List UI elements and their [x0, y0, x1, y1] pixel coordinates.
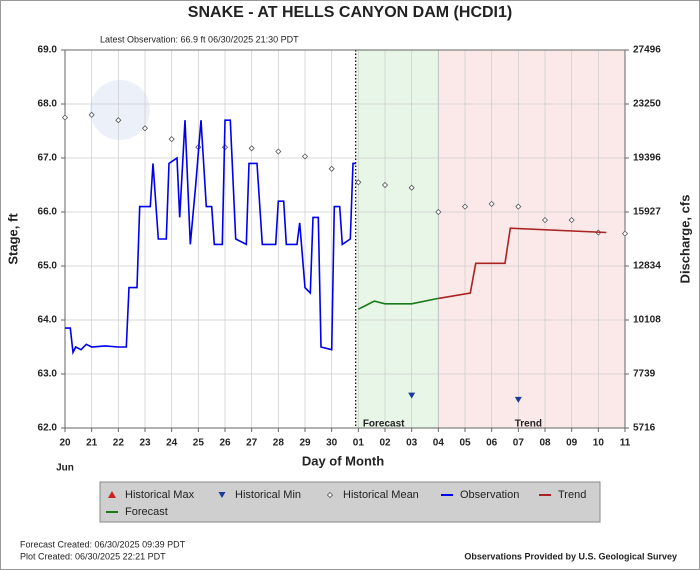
data-point — [381, 181, 389, 189]
series-line — [357, 297, 439, 310]
data-point — [408, 184, 415, 191]
legend-swatch — [326, 491, 334, 499]
legend-box — [99, 481, 601, 523]
y2-tick-label: 7739 — [633, 369, 656, 380]
y-axis-label: Stage, ft — [5, 213, 20, 265]
x-tick-label: 10 — [593, 438, 605, 449]
x-tick-label: 06 — [486, 438, 498, 449]
y2-tick-label: 5716 — [633, 423, 656, 434]
region-label: Forecast — [363, 419, 405, 430]
data-point — [514, 396, 522, 403]
x-tick-label: 03 — [406, 438, 418, 449]
data-point — [541, 217, 549, 224]
subtitle: Latest Observation: 66.9 ft 06/30/2025 2… — [100, 34, 299, 44]
data-point — [355, 179, 362, 186]
data-point — [435, 208, 442, 216]
y-tick-label: 66.0 — [38, 207, 58, 218]
x-tick-label: 04 — [433, 438, 445, 449]
data-point — [515, 203, 522, 210]
data-point — [408, 392, 416, 399]
y2-tick-label: 15927 — [633, 207, 661, 218]
y-tick-label: 68.0 — [38, 99, 58, 110]
plot-border — [64, 49, 626, 429]
y-tick-label: 65.0 — [38, 261, 58, 272]
data-point — [275, 148, 282, 155]
data-point — [248, 145, 255, 152]
legend-label: Historical Mean — [343, 489, 419, 501]
legend-label: Trend — [558, 489, 586, 501]
x-tick-label: 30 — [326, 438, 338, 449]
region-label: Trend — [515, 419, 542, 430]
footer-text: Observations Provided by U.S. Geological… — [464, 551, 677, 561]
x-tick-label: 25 — [193, 438, 205, 449]
x-tick-label: 07 — [513, 438, 525, 449]
series-line — [65, 119, 356, 356]
y2-tick-label: 12834 — [633, 261, 661, 272]
legend-label: Historical Min — [235, 489, 301, 501]
legend-swatch — [218, 492, 226, 498]
x-tick-label: 20 — [59, 438, 71, 449]
x-tick-label: 28 — [273, 438, 285, 449]
y2-tick-label: 27496 — [633, 45, 661, 56]
month-label: Jun — [56, 463, 74, 474]
data-point — [168, 136, 175, 143]
x-tick-label: 08 — [539, 438, 551, 449]
series-line — [438, 227, 607, 300]
x-tick-label: 02 — [379, 438, 391, 449]
x-tick-label: 01 — [353, 438, 365, 449]
chart-title: SNAKE - AT HELLS CANYON DAM (HCDI1) — [188, 4, 512, 21]
data-point — [621, 230, 629, 237]
x-tick-label: 29 — [299, 438, 311, 449]
region — [438, 50, 625, 428]
logo — [90, 80, 150, 140]
data-point — [461, 203, 469, 210]
y-tick-label: 67.0 — [38, 153, 58, 164]
data-point — [88, 111, 95, 118]
x-tick-label: 26 — [219, 438, 231, 449]
data-point — [568, 217, 575, 224]
y-tick-label: 69.0 — [38, 45, 58, 56]
y-tick-label: 62.0 — [38, 423, 58, 434]
data-point — [488, 200, 495, 207]
y-tick-label: 64.0 — [38, 315, 58, 326]
x-tick-label: 23 — [139, 438, 151, 449]
y-tick-label: 63.0 — [38, 369, 58, 380]
x-tick-label: 27 — [246, 438, 258, 449]
legend-label: Historical Max — [125, 489, 195, 501]
data-point — [141, 125, 149, 132]
y2-tick-label: 10108 — [633, 315, 661, 326]
data-point — [61, 114, 69, 121]
legend-swatch — [108, 491, 116, 498]
x-tick-label: 24 — [166, 438, 178, 449]
footer-text: Forecast Created: 06/30/2025 09:39 PDT — [20, 539, 186, 549]
y2-axis-label: Discharge, cfs — [677, 195, 692, 284]
y2-tick-label: 23250 — [633, 99, 661, 110]
legend-label: Observation — [460, 489, 519, 501]
x-tick-label: 05 — [459, 438, 471, 449]
region — [355, 50, 439, 428]
data-point — [301, 153, 309, 160]
data-point — [328, 165, 335, 172]
x-tick-label: 21 — [86, 438, 98, 449]
x-tick-label: 22 — [113, 438, 125, 449]
data-point — [115, 117, 122, 124]
x-tick-label: 09 — [566, 438, 578, 449]
legend-label: Forecast — [125, 506, 168, 518]
y2-tick-label: 19396 — [633, 153, 661, 164]
footer-text: Plot Created: 06/30/2025 22:21 PDT — [20, 551, 166, 561]
x-axis-label: Day of Month — [302, 453, 384, 468]
x-tick-label: 11 — [620, 438, 631, 449]
